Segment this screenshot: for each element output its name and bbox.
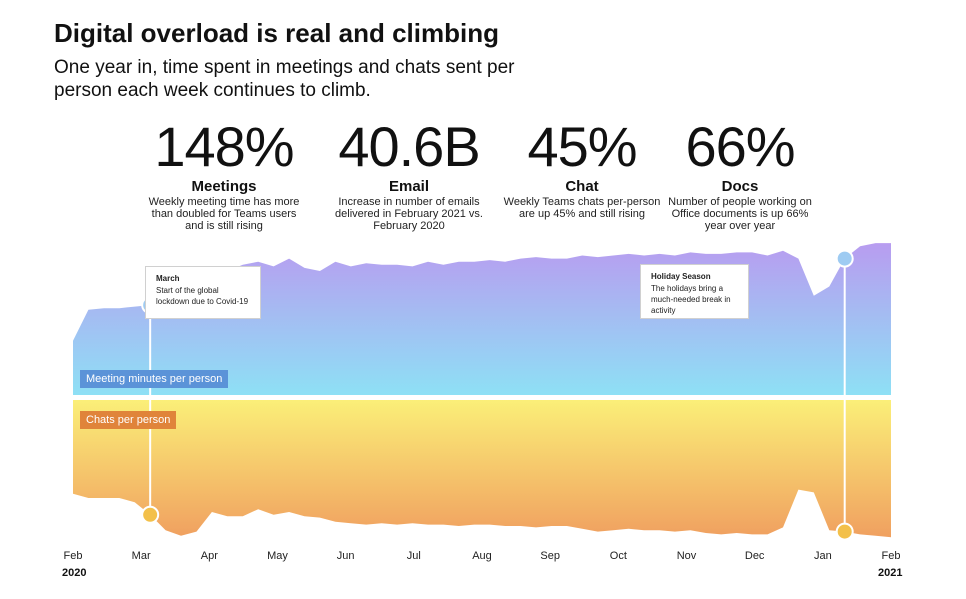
x-tick-label: Dec (744, 550, 765, 562)
stat-meetings-value: 148% (154, 115, 294, 178)
callout-holiday-title: Holiday Season (651, 272, 711, 281)
year-start-label: 2020 (62, 567, 87, 579)
x-tick-label: May (267, 550, 288, 562)
x-tick-label: Feb (881, 550, 901, 562)
series-area-chats (73, 400, 891, 538)
stat-docs: 66% Docs Number of people working on Off… (645, 115, 835, 233)
stat-meetings: 148% Meetings Weekly meeting time has mo… (129, 115, 319, 233)
series-label-chats: Chats per person (80, 411, 177, 429)
callout-march-title: March (156, 274, 180, 283)
stat-docs-value: 66% (685, 115, 795, 178)
stat-email-value: 40.6B (338, 115, 480, 178)
x-tick-label: Aug (472, 550, 492, 562)
year-end-label: 2021 (878, 567, 903, 579)
marker-dot-meetings-1 (835, 249, 854, 268)
stat-meetings-label: Meetings (191, 178, 257, 195)
stat-docs-label: Docs (721, 178, 759, 195)
stat-email-label: Email (388, 178, 430, 195)
stat-chat-value: 45% (527, 115, 637, 178)
stat-chat-desc: Weekly Teams chats per-person are up 45%… (503, 196, 661, 220)
callout-holiday-text: The holidays bring a much-needed break i… (651, 284, 731, 315)
x-tick-label: Mar (131, 550, 151, 562)
stat-chat: 45% Chat Weekly Teams chats per-person a… (487, 115, 677, 221)
stat-meetings-desc: Weekly meeting time has more than double… (148, 196, 300, 232)
x-tick-label: Nov (676, 550, 697, 562)
x-tick-label: Jun (336, 550, 355, 562)
marker-dot-chats-1 (835, 522, 854, 541)
stat-docs-desc: Number of people working on Office docum… (668, 196, 812, 232)
callout-march-text: Start of the global lockdown due to Covi… (156, 286, 249, 306)
page-subtitle: One year in, time spent in meetings and … (54, 57, 515, 101)
x-tick-label: Sep (540, 550, 560, 562)
marker-dot-chats-0 (141, 505, 160, 524)
stat-chat-label: Chat (565, 178, 599, 195)
callout-march: March Start of the global lockdown due t… (145, 266, 261, 319)
x-tick-label: Jan (813, 550, 832, 562)
x-tick-label: Oct (609, 550, 627, 562)
stat-email-desc: Increase in number of emails delivered i… (335, 196, 483, 232)
x-tick-label: Feb (63, 550, 83, 562)
callout-holiday: Holiday Season The holidays bring a much… (640, 264, 749, 319)
series-label-meetings: Meeting minutes per person (80, 370, 229, 388)
page-title: Digital overload is real and climbing (54, 18, 499, 48)
stat-email: 40.6B Email Increase in number of emails… (314, 115, 504, 233)
x-tick-label: Jul (406, 550, 421, 562)
x-tick-label: Apr (200, 550, 218, 562)
